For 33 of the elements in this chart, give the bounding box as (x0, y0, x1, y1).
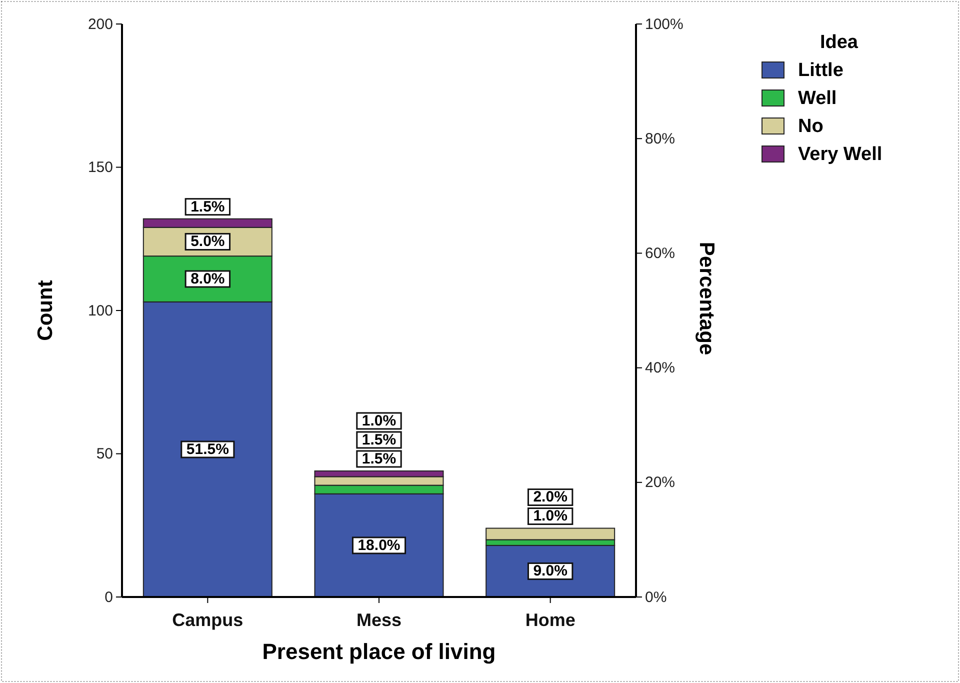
data-label: 1.5% (362, 450, 396, 468)
y2-tick-label: 0% (645, 588, 667, 606)
x-axis-title: Present place of living (262, 639, 496, 664)
y-tick-label: 50 (96, 446, 113, 463)
data-label: 5.0% (190, 233, 225, 250)
y-tick-label: 200 (88, 16, 113, 33)
y2-tick-label: 80% (645, 130, 676, 148)
y-axis-title: Count (34, 280, 57, 341)
data-label: 8.0% (190, 270, 225, 288)
data-label: 1.5% (362, 431, 396, 448)
y2-tick-label: 100% (645, 16, 684, 33)
legend-title: Idea (820, 32, 858, 53)
data-label: 1.5% (190, 198, 225, 216)
y2-tick-label: 40% (645, 360, 676, 377)
y-tick-label: 150 (88, 159, 113, 176)
data-label: 1.0% (362, 412, 396, 430)
data-label: 2.0% (533, 488, 568, 506)
legend-label: Well (798, 88, 837, 109)
y-tick-label: 100 (88, 302, 113, 320)
x-tick-label: Mess (356, 610, 402, 630)
y2-axis-title: Percentage (695, 242, 718, 356)
legend-label: Very Well (798, 144, 882, 165)
data-label: 1.0% (533, 508, 568, 525)
legend-label: Little (798, 60, 844, 81)
x-tick-label: Home (525, 610, 576, 630)
x-tick-label: Campus (172, 610, 244, 630)
legend-label: No (798, 116, 824, 137)
y2-tick-label: 60% (645, 245, 676, 262)
data-label: 18.0% (358, 536, 400, 554)
y2-tick-label: 20% (645, 474, 676, 492)
y-tick-label: 0 (104, 588, 113, 606)
data-label: 51.5% (186, 440, 229, 458)
data-label: 9.0% (533, 562, 568, 580)
